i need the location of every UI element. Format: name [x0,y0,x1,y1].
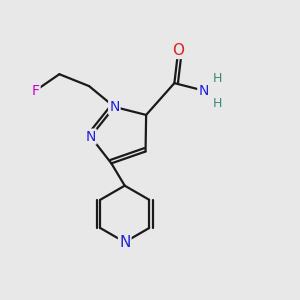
Text: N: N [109,100,119,114]
Text: N: N [198,84,209,98]
Text: N: N [85,130,96,144]
Text: H: H [213,97,223,110]
Text: H: H [213,72,223,85]
Text: N: N [119,235,130,250]
Text: F: F [32,84,40,98]
Text: O: O [172,43,184,58]
